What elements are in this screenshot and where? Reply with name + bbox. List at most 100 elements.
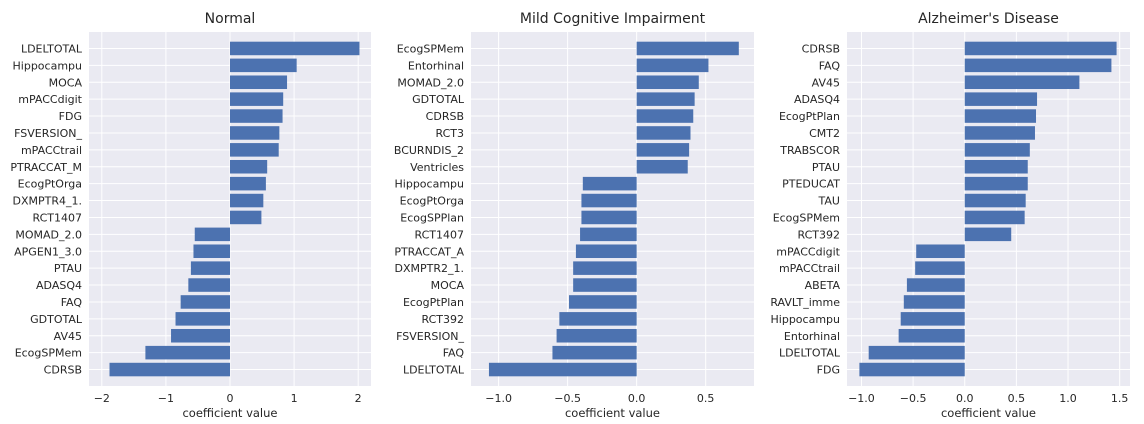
bar-faq bbox=[552, 345, 637, 360]
y-tick-label: GDTOTAL bbox=[30, 313, 83, 326]
x-axis-label: coefficient value bbox=[565, 406, 660, 420]
y-tick-label: CDRSB bbox=[44, 364, 82, 377]
y-tick-label: RAVLT_imme bbox=[770, 296, 840, 309]
x-axis-label: coefficient value bbox=[941, 406, 1036, 420]
bar-rct1407 bbox=[580, 227, 637, 242]
bar-entorhinal bbox=[636, 58, 709, 73]
bar-dxmptr4-1- bbox=[230, 193, 264, 208]
y-tick-label: TAU bbox=[818, 195, 840, 208]
chart-title: Mild Cognitive Impairment bbox=[520, 11, 706, 27]
bar-hippocampu bbox=[582, 176, 637, 191]
x-tick-label: −1.0 bbox=[848, 392, 875, 405]
y-tick-label: FAQ bbox=[819, 59, 841, 72]
y-tick-label: CDRSB bbox=[426, 110, 464, 123]
y-tick-label: MOMAD_2.0 bbox=[15, 228, 82, 241]
y-tick-label: RCT1407 bbox=[33, 211, 83, 224]
bar-gdtotal bbox=[636, 92, 695, 106]
x-tick-label: 2 bbox=[355, 392, 362, 405]
bar-ptau bbox=[190, 261, 230, 275]
y-tick-label: GDTOTAL bbox=[412, 93, 465, 106]
bar-moca bbox=[573, 278, 637, 292]
x-tick-label: 1 bbox=[291, 392, 298, 405]
bar-ecogptplan bbox=[964, 109, 1037, 123]
y-tick-label: BCURNDIS_2 bbox=[394, 144, 464, 157]
y-tick-label: RCT1407 bbox=[415, 228, 465, 241]
y-tick-label: FDG bbox=[817, 364, 840, 377]
y-tick-label: Hippocampu bbox=[395, 178, 464, 191]
y-tick-label: EcogSPMem bbox=[397, 42, 464, 55]
y-tick-label: mPACCdigit bbox=[776, 245, 840, 258]
bar-mpaccdigit bbox=[230, 92, 284, 106]
bar-ecogspmem bbox=[145, 345, 230, 360]
bar-ldeltotal bbox=[230, 41, 360, 56]
y-tick-label: APGEN1_3.0 bbox=[14, 245, 82, 258]
x-tick-label: 0.5 bbox=[1008, 392, 1026, 405]
bar-dxmptr2-1- bbox=[573, 261, 637, 275]
y-tick-label: mPACCdigit bbox=[18, 93, 82, 106]
bar-ecogspplan bbox=[581, 210, 637, 225]
bar-faq bbox=[180, 295, 230, 309]
y-tick-label: EcogPtPlan bbox=[779, 110, 840, 123]
bar-fdg bbox=[230, 109, 283, 123]
x-tick-label: 0.0 bbox=[956, 392, 974, 405]
bar-ldeltotal bbox=[488, 362, 637, 377]
y-tick-label: Entorhinal bbox=[408, 59, 464, 72]
bar-fdg bbox=[859, 362, 965, 377]
y-tick-label: EcogSPMem bbox=[773, 211, 840, 224]
y-tick-label: ADASQ4 bbox=[794, 93, 840, 106]
bar-hippocampu bbox=[230, 58, 297, 73]
bar-ecogspmem bbox=[964, 210, 1025, 225]
bar-cdrsb bbox=[964, 41, 1117, 56]
y-tick-label: LDELTOTAL bbox=[21, 42, 83, 55]
y-tick-label: EcogPtPlan bbox=[403, 296, 464, 309]
y-tick-label: mPACCtrail bbox=[779, 262, 840, 275]
bar-ecogspmem bbox=[636, 41, 739, 56]
y-tick-label: EcogPtOrga bbox=[18, 178, 82, 191]
y-tick-label: EcogSPMem bbox=[15, 347, 82, 360]
x-axis-label: coefficient value bbox=[182, 406, 277, 420]
bar-mpaccdigit bbox=[916, 244, 965, 259]
y-tick-label: FSVERSION_ bbox=[14, 127, 82, 140]
bar-apgen1-3-0 bbox=[193, 244, 230, 259]
bar-cdrsb bbox=[109, 362, 230, 377]
chart-panel-3: −1.0 −0.5 0.0 0.5 1.0 1.5 CDRSB FAQ AV45 ADASQ4 Ec… bbox=[770, 11, 1130, 420]
bar-cdrsb bbox=[636, 109, 694, 123]
bar-fsversion- bbox=[230, 126, 280, 140]
chart-panel-1: −2 −1 0 1 2 LDELTOTAL Hippocampu MOCA mPACCdigit… bbox=[10, 11, 371, 420]
y-tick-label: PTAU bbox=[54, 262, 82, 275]
bar-moca bbox=[230, 75, 288, 90]
chart-panel-2: −1.0 −0.5 0.0 0.5 EcogSPMem Entorhinal MOMAD_2… bbox=[394, 11, 754, 420]
bar-gdtotal bbox=[175, 312, 230, 326]
y-tick-label: AV45 bbox=[54, 330, 82, 343]
bar-av45 bbox=[964, 75, 1080, 90]
x-tick-label: −0.5 bbox=[554, 392, 581, 405]
y-tick-label: Hippocampu bbox=[771, 313, 840, 326]
y-tick-label: MOCA bbox=[431, 279, 465, 292]
y-tick-label: CMT2 bbox=[809, 127, 840, 140]
x-tick-label: −1 bbox=[158, 392, 174, 405]
y-tick-label: ABETA bbox=[805, 279, 841, 292]
bar-fsversion- bbox=[556, 328, 637, 343]
bar-cmt2 bbox=[964, 126, 1035, 140]
bar-entorhinal bbox=[898, 328, 965, 343]
bar-faq bbox=[964, 58, 1112, 73]
bar-hippocampu bbox=[900, 312, 965, 326]
y-tick-label: Ventricles bbox=[410, 161, 464, 174]
bar-ecogptplan bbox=[569, 295, 637, 309]
bar-ptraccat-m bbox=[230, 159, 268, 174]
bar-momad-2-0 bbox=[194, 227, 230, 242]
bar-ventricles bbox=[636, 159, 688, 174]
bar-momad-2-0 bbox=[636, 75, 699, 90]
y-tick-label: TRABSCOR bbox=[779, 144, 840, 157]
bar-rct3 bbox=[636, 126, 691, 140]
plot-area bbox=[847, 32, 1130, 386]
x-tick-label: −1.0 bbox=[485, 392, 512, 405]
y-tick-label: DXMPTR2_1. bbox=[395, 262, 465, 275]
bar-mpacctrail bbox=[915, 261, 965, 275]
bar-abeta bbox=[906, 278, 965, 292]
x-tick-label: 0 bbox=[227, 392, 234, 405]
y-tick-label: ADASQ4 bbox=[36, 279, 82, 292]
bar-ecogptorga bbox=[230, 176, 266, 191]
y-tick-label: AV45 bbox=[812, 76, 840, 89]
